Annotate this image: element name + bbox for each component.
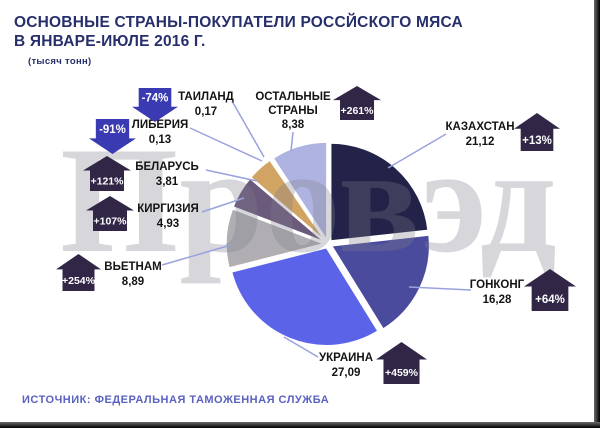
title-line-2: В ЯНВАРЕ-ИЮЛЕ 2016 Г. [14,33,206,50]
country-name-ukraine: УКРАИНА [318,352,373,364]
arrow-shape-other_countries [333,86,381,120]
country-callout-liberia: ЛИБЕРИЯ 0,13 [115,119,205,147]
arrow-shape-belarus [83,156,131,191]
arrow-shape-liberia [89,119,136,154]
country-value-thailand: 0,17 [194,105,218,118]
page-title: ОСНОВНЫЕ СТРАНЫ-ПОКУПАТЕЛИ РОССЙСКОГО МЯ… [14,13,463,51]
country-name-kazakhstan: КАЗАХСТАН [445,121,515,133]
country-name-thailand: ТАИЛАНД [178,91,234,103]
country-value-other_countries: 8,38 [281,119,305,131]
country-value-hongkong: 16,28 [482,293,512,306]
change-percent-liberia: -91% [99,124,126,136]
up-arrow-icon-belarus: +121% [83,156,131,191]
country-name-hongkong: ГОНКОНГ [469,279,525,291]
down-arrow-icon-thailand: -74% [132,88,178,122]
change-percent-vietnam: +254% [62,275,96,287]
up-arrow-icon-other_countries: +261% [333,86,381,120]
change-percent-other_countries: +261% [341,105,375,117]
country-value-liberia: 0,13 [148,133,172,146]
country-value-vietnam: 8,89 [121,275,145,288]
up-arrow-icon-kyrgyzstan: +107% [86,196,134,231]
country-name-kyrgyzstan: КИРГИЗИЯ [137,203,199,215]
country-callout-other_countries: ОСТАЛЬНЫЕ СТРАНЫ 8,38 [245,91,341,133]
country-name-other_countries: ОСТАЛЬНЫЕ СТРАНЫ [255,91,331,117]
page-edge-right [594,0,600,428]
arrow-shape-ukraine [376,342,427,384]
change-percent-ukraine: +459% [385,367,419,379]
country-value-kyrgyzstan: 4,93 [156,217,180,230]
country-callout-kazakhstan: КАЗАХСТАН 21,12 [425,121,535,149]
country-value-belarus: 3,81 [155,175,179,188]
up-arrow-icon-kazakhstan: +13% [514,113,560,151]
change-percent-belarus: +121% [91,176,125,188]
up-arrow-icon-ukraine: +459% [376,342,427,384]
arrow-shape-hongkong [524,269,576,311]
country-name-liberia: ЛИБЕРИЯ [131,119,189,131]
country-callout-hongkong: ГОНКОНГ 16,28 [452,279,542,307]
change-percent-kyrgyzstan: +107% [94,216,128,228]
title-line-1: ОСНОВНЫЕ СТРАНЫ-ПОКУПАТЕЛИ РОССЙСКОГО МЯ… [14,14,463,31]
arrow-shape-vietnam [56,254,101,291]
page-edge-bottom [0,422,600,428]
up-arrow-icon-hongkong: +64% [524,269,576,311]
country-callout-belarus: БЕЛАРУСЬ 3,81 [122,161,212,189]
arrow-shape-kyrgyzstan [86,196,134,231]
units-note: (тысяч тонн) [28,56,92,67]
country-callout-ukraine: УКРАИНА 27,09 [301,352,391,380]
country-name-vietnam: ВЬЕТНАМ [104,261,162,273]
country-callout-thailand: ТАИЛАНД 0,17 [161,91,251,119]
arrow-shape-kazakhstan [514,113,560,151]
change-percent-kazakhstan: +13% [522,135,552,147]
source-line: ИСТОЧНИК: ФЕДЕРАЛЬНАЯ ТАМОЖЕННАЯ СЛУЖБА [22,394,330,406]
country-callout-kyrgyzstan: КИРГИЗИЯ 4,93 [123,203,213,231]
arrow-shape-thailand [132,88,178,122]
country-callout-vietnam: ВЬЕТНАМ 8,89 [88,261,178,289]
change-percent-hongkong: +64% [535,294,565,306]
country-value-ukraine: 27,09 [331,366,361,379]
change-percent-thailand: -74% [142,92,169,104]
up-arrow-icon-vietnam: +254% [56,254,101,291]
country-value-kazakhstan: 21,12 [465,135,495,148]
country-name-belarus: БЕЛАРУСЬ [135,161,199,173]
down-arrow-icon-liberia: -91% [89,119,136,154]
